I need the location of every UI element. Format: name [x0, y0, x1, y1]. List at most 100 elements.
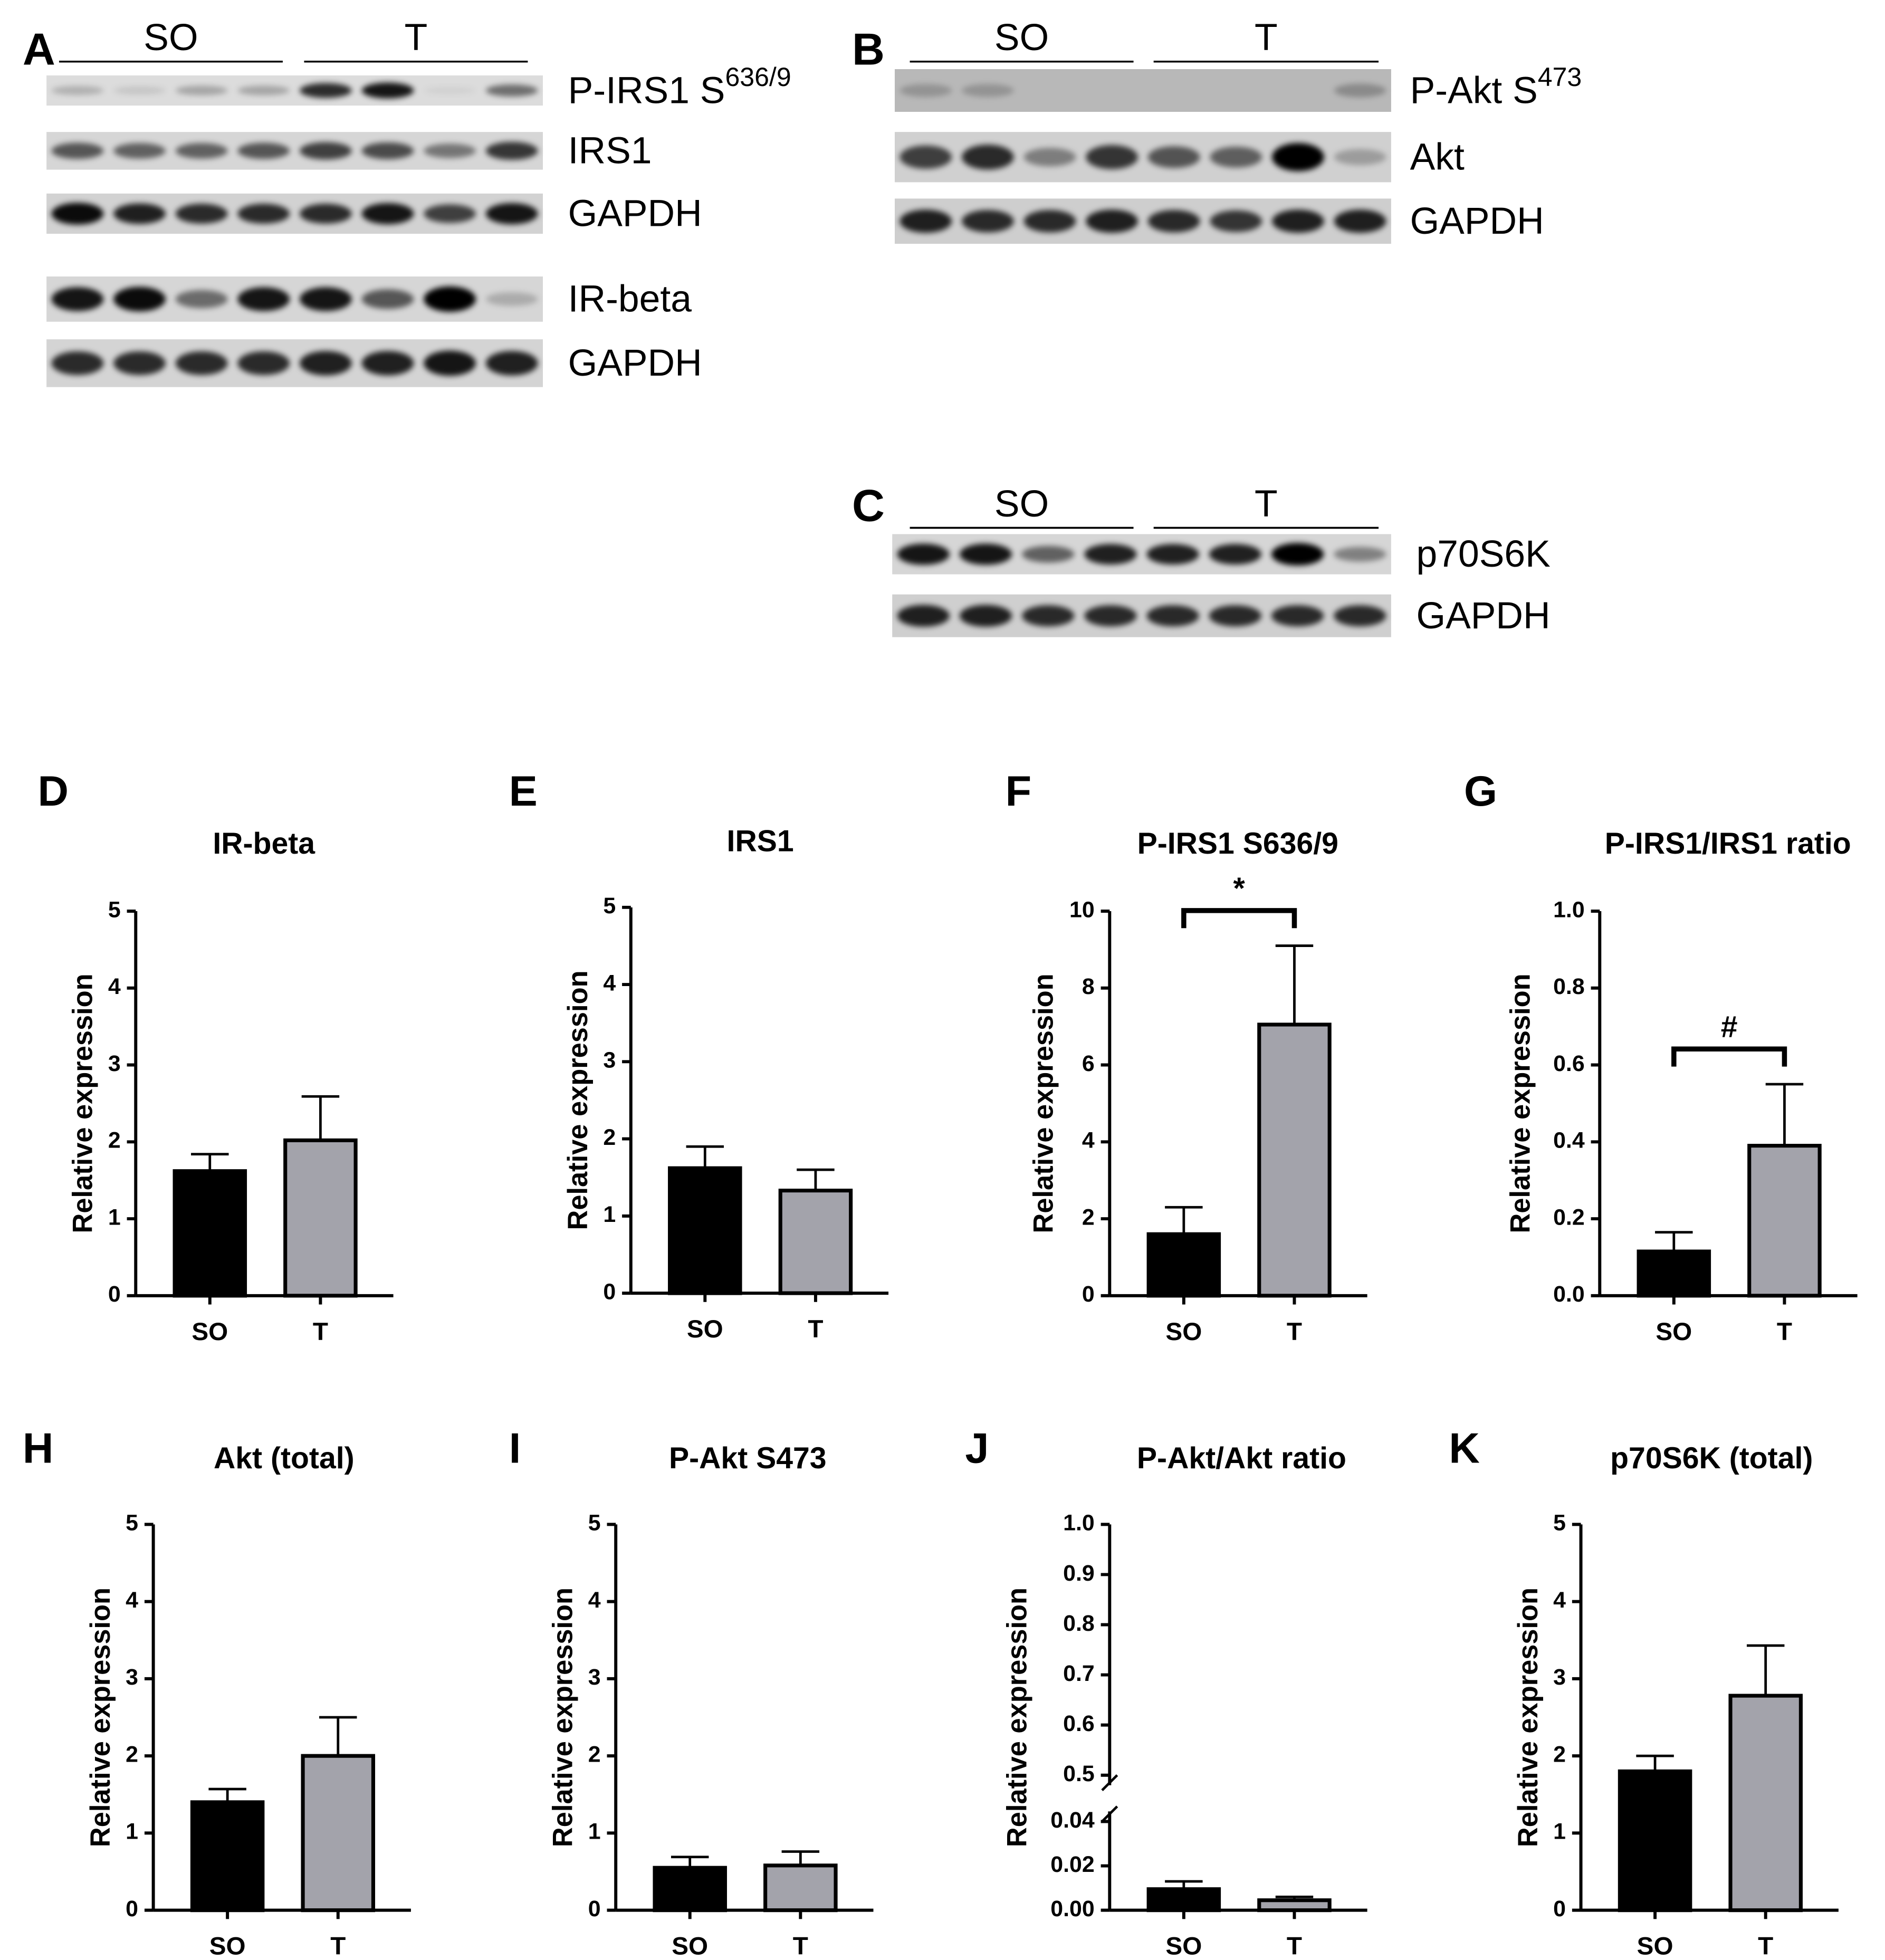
y-tick-label: 0.6: [1063, 1711, 1095, 1736]
y-tick-label: 1: [108, 1204, 121, 1230]
panel-letter: F: [1006, 768, 1031, 815]
blot-band: [113, 86, 166, 95]
group-label: SO: [143, 16, 198, 59]
blot-band: [175, 142, 228, 159]
blot-band: [113, 351, 166, 375]
blot-band: [962, 209, 1014, 233]
bar: [668, 1166, 742, 1295]
y-axis-label: Relative expression: [68, 973, 99, 1233]
y-tick-label: 2: [1082, 1204, 1095, 1230]
blot-label: IR-beta: [568, 278, 692, 320]
y-tick-label: 0: [603, 1279, 616, 1304]
y-tick-label: 8: [1082, 974, 1095, 999]
blot-band: [1086, 209, 1138, 233]
panel-letter: D: [37, 768, 68, 815]
bar: [1728, 1694, 1803, 1913]
blot-band: [1210, 210, 1262, 232]
y-axis-label: Relative expression: [563, 970, 594, 1230]
y-tick-label: 0: [1082, 1282, 1095, 1307]
bar: [1637, 1249, 1711, 1298]
blot-band: [1147, 146, 1200, 168]
y-tick-label: 1: [588, 1819, 601, 1844]
x-tick-label: T: [793, 1933, 808, 1960]
y-tick-label: 0.6: [1553, 1051, 1585, 1076]
y-tick-label: 1.0: [1063, 1510, 1095, 1536]
blot-label-text: Akt: [1410, 136, 1465, 178]
x-tick-label: T: [330, 1933, 346, 1960]
y-axis-label: Relative expression: [85, 1588, 116, 1847]
significance-bracket: [1181, 908, 1297, 929]
blot-band: [175, 85, 228, 95]
blot-band: [485, 84, 538, 97]
y-axis-label: Relative expression: [548, 1588, 579, 1847]
blot-band: [51, 351, 104, 375]
blot-band: [237, 287, 290, 311]
blot-band: [424, 204, 476, 223]
chart-title: Akt (total): [214, 1441, 355, 1475]
significance-bracket: [1671, 1046, 1787, 1067]
blot-band: [113, 142, 166, 159]
bar: [1257, 1898, 1332, 1913]
blot-band: [962, 84, 1014, 97]
blot-band: [237, 142, 290, 159]
blot-band: [361, 289, 414, 309]
blot-band: [1209, 605, 1262, 627]
y-tick-label: 0: [126, 1896, 138, 1921]
blot-band: [424, 350, 476, 376]
blot-band: [1272, 209, 1324, 233]
blot-band: [175, 351, 228, 375]
bar: [301, 1754, 376, 1913]
y-tick-label: 10: [1069, 897, 1095, 922]
x-tick-label: T: [313, 1318, 328, 1346]
blot-label: GAPDH: [1410, 200, 1544, 242]
blot-band: [900, 209, 952, 233]
panel-letter: I: [509, 1425, 521, 1473]
significance-mark: #: [1721, 1010, 1738, 1044]
group-label: T: [1255, 483, 1278, 525]
blot-band: [959, 605, 1012, 627]
blot-band: [1271, 605, 1324, 627]
x-tick-label: SO: [1656, 1318, 1692, 1346]
y-tick-label: 2: [1553, 1742, 1566, 1767]
blot-band: [1084, 605, 1137, 627]
y-tick-label: 4: [108, 974, 121, 999]
blot-band: [900, 84, 952, 97]
blot-band: [1334, 83, 1386, 98]
blot-band: [485, 141, 538, 160]
x-tick-label: SO: [687, 1315, 723, 1343]
blot-band: [1209, 543, 1262, 565]
x-tick-label: T: [808, 1315, 823, 1343]
group-label: SO: [994, 16, 1049, 59]
group-label: T: [1255, 16, 1278, 59]
blot-band: [1334, 605, 1386, 627]
blot-band: [299, 351, 352, 376]
y-tick-label: 5: [1553, 1510, 1566, 1536]
x-tick-label: SO: [672, 1933, 708, 1960]
bar: [190, 1800, 265, 1913]
x-tick-label: T: [1287, 1933, 1302, 1960]
blot-band: [175, 290, 228, 309]
blot-band: [1146, 605, 1199, 627]
y-tick-label: 0.02: [1050, 1852, 1094, 1877]
x-tick-label: SO: [192, 1318, 228, 1346]
axis-break: [1101, 1774, 1118, 1791]
blot-band: [51, 142, 104, 159]
y-tick-label: 4: [126, 1588, 138, 1613]
chart-title: P-Akt S473: [669, 1441, 827, 1475]
blot-band: [113, 203, 166, 224]
blot-band: [1334, 209, 1386, 233]
blot-band: [897, 605, 950, 627]
blot-band: [1023, 209, 1076, 233]
panel-letter: H: [23, 1425, 53, 1473]
y-tick-label: 0: [108, 1282, 121, 1307]
y-tick-label: 1: [126, 1819, 138, 1844]
blot-band: [424, 286, 476, 312]
blot-band: [51, 203, 104, 225]
y-tick-label: 0.9: [1063, 1561, 1095, 1586]
blot-label: P-IRS1 S636/9: [568, 62, 791, 111]
blot-band: [897, 543, 950, 565]
blot-band: [485, 351, 538, 376]
blot-band: [237, 85, 290, 95]
blot-band: [1146, 543, 1199, 565]
bar: [653, 1866, 727, 1913]
